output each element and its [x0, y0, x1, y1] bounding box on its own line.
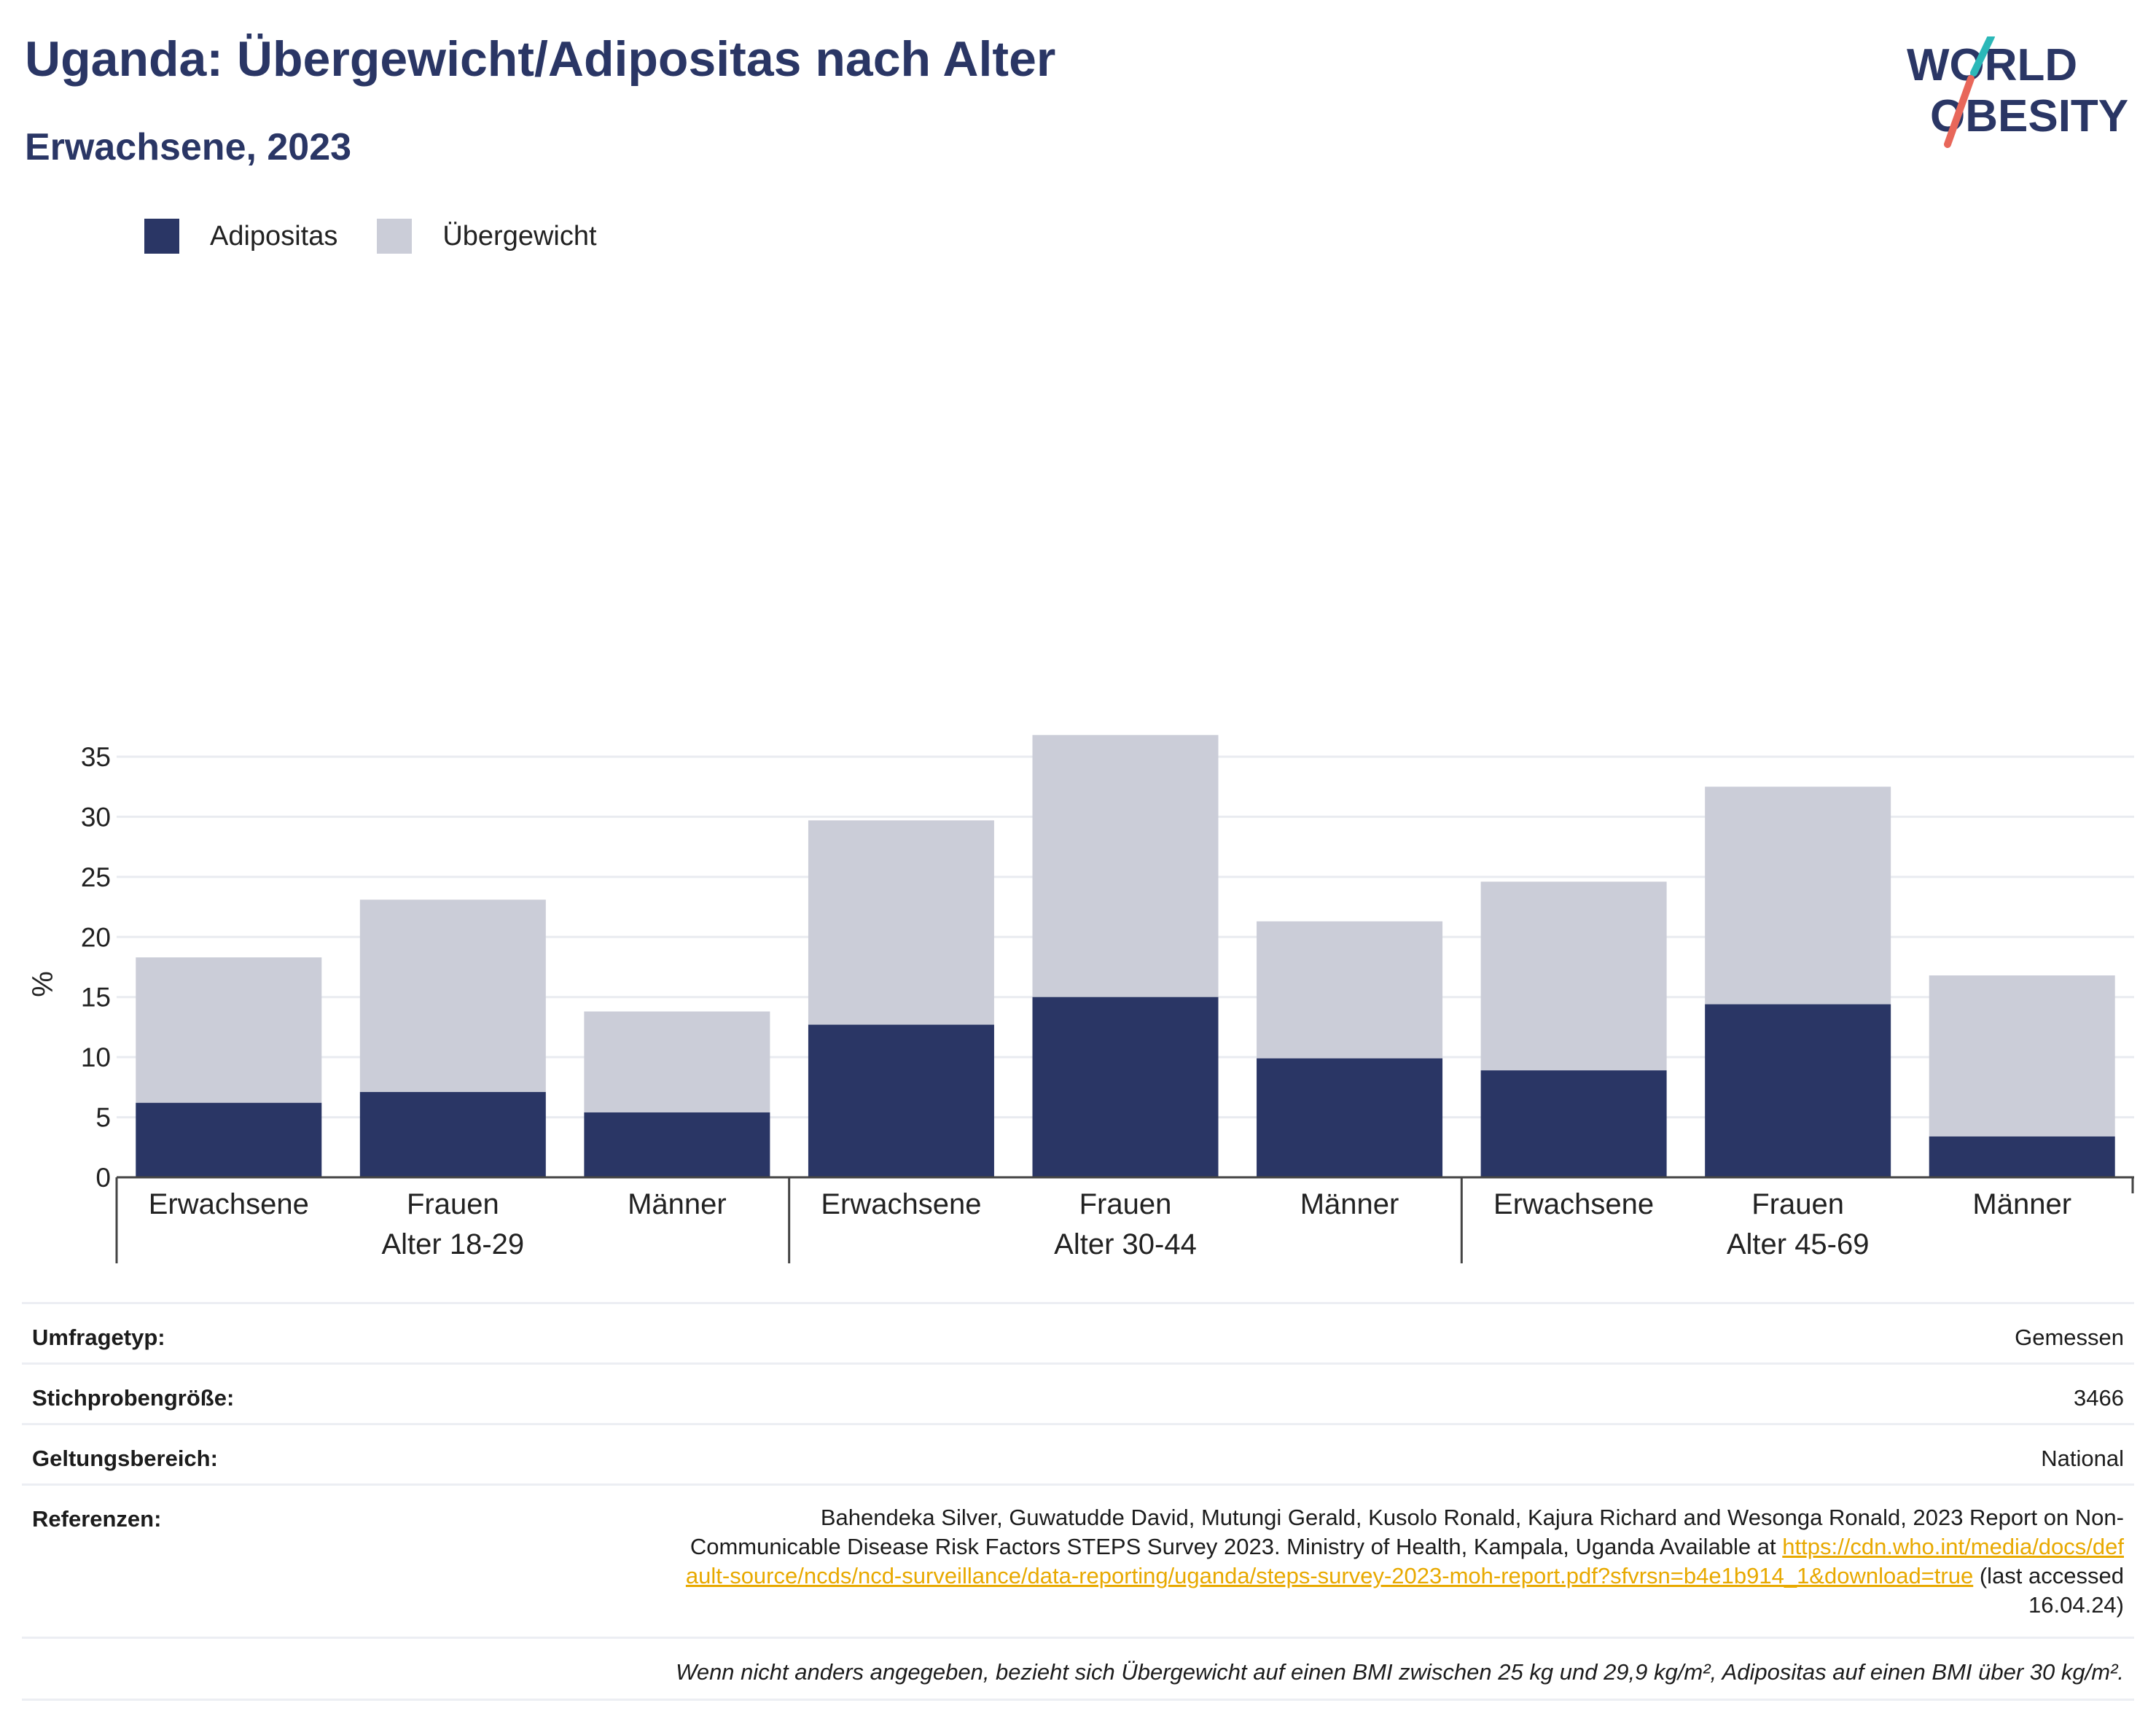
info-row-references: Referenzen: Bahendeka Silver, Guwatudde …	[22, 1483, 2134, 1637]
bar-uebergewicht	[1480, 881, 1667, 1071]
logo-slash-bottom	[1944, 75, 1975, 148]
bar-adipositas	[1032, 997, 1219, 1177]
legend-item-uebergewicht[interactable]: Übergewicht	[377, 219, 597, 254]
page-subtitle: Erwachsene, 2023	[25, 126, 352, 168]
survey-info-table: Umfragetyp: Gemessen Stichprobengröße: 3…	[22, 1302, 2134, 1701]
references-citation: Bahendeka Silver, Guwatudde David, Mutun…	[690, 1505, 2124, 1559]
bar-uebergewicht	[136, 957, 322, 1103]
x-group-label: Alter 18-29	[381, 1228, 524, 1260]
y-tick-label: 5	[95, 1103, 111, 1133]
references-accessed: (last accessed 16.04.24)	[1979, 1563, 2124, 1618]
bar-uebergewicht	[359, 900, 546, 1092]
x-group-label: Alter 30-44	[1054, 1228, 1197, 1260]
x-tick-label: Frauen	[1751, 1188, 1844, 1220]
bar-adipositas	[808, 1024, 994, 1177]
y-tick-label: 10	[81, 1042, 111, 1072]
bmi-definition-note: Wenn nicht anders angegeben, bezieht sic…	[676, 1659, 2124, 1685]
bar-adipositas	[1480, 1070, 1667, 1177]
x-group-label: Alter 45-69	[1727, 1228, 1870, 1260]
y-tick-label: 30	[81, 802, 111, 832]
bar-uebergewicht	[1257, 921, 1443, 1058]
info-value: Gemessen	[2015, 1325, 2124, 1350]
bar-adipositas	[1705, 1004, 1891, 1177]
bar-uebergewicht	[584, 1011, 770, 1112]
y-tick-label: 20	[81, 922, 111, 952]
world-obesity-logo: WORLD OBESITY	[1907, 36, 2128, 148]
bar-adipositas	[1257, 1058, 1443, 1177]
page-title: Uganda: Übergewicht/Adipositas nach Alte…	[25, 31, 1056, 87]
y-tick-label: 15	[81, 983, 111, 1013]
x-tick-label: Erwachsene	[1493, 1188, 1654, 1220]
info-label: Geltungsbereich:	[32, 1446, 218, 1471]
x-tick-label: Erwachsene	[821, 1188, 981, 1220]
bar-adipositas	[136, 1102, 322, 1177]
legend-swatch-adipositas	[144, 219, 179, 254]
bar-uebergewicht	[1705, 787, 1891, 1005]
references-text: Bahendeka Silver, Guwatudde David, Mutun…	[681, 1503, 2124, 1637]
y-tick-label: 0	[95, 1163, 111, 1193]
info-row-scope: Geltungsbereich: National	[22, 1423, 2134, 1483]
legend-label-uebergewicht: Übergewicht	[442, 220, 597, 252]
info-row-survey-type: Umfragetyp: Gemessen	[22, 1302, 2134, 1362]
references-link[interactable]: https://cdn.who.int/media/docs/default-s…	[685, 1534, 2124, 1588]
y-tick-label: 35	[81, 742, 111, 772]
info-value: 3466	[2074, 1385, 2124, 1411]
logo-slash-top	[1970, 36, 1995, 77]
info-label: Umfragetyp:	[32, 1325, 165, 1350]
x-tick-label: Männer	[628, 1188, 727, 1220]
legend-item-adipositas[interactable]: Adipositas	[144, 219, 337, 254]
info-value: National	[2041, 1446, 2124, 1471]
x-tick-label: Frauen	[407, 1188, 499, 1220]
info-label: Stichprobengröße:	[32, 1385, 235, 1411]
x-tick-label: Erwachsene	[149, 1188, 309, 1220]
logo-line-world: WORLD	[1907, 40, 2077, 90]
legend-swatch-uebergewicht	[377, 219, 413, 254]
bar-uebergewicht	[808, 820, 994, 1025]
x-tick-label: Männer	[1300, 1188, 1399, 1220]
stacked-bar-chart: 0 5 10 15 20 25 30 35% Erwachsene Frauen Männer Alt…	[27, 735, 2134, 1263]
chart-legend: Adipositas Übergewicht	[144, 216, 636, 257]
bar-adipositas	[584, 1112, 770, 1177]
info-row-note: Wenn nicht anders angegeben, bezieht sic…	[22, 1637, 2134, 1701]
bar-uebergewicht	[1929, 975, 2115, 1136]
x-tick-label: Frauen	[1079, 1188, 1172, 1220]
info-row-sample-size: Stichprobengröße: 3466	[22, 1362, 2134, 1423]
y-axis-label: %	[27, 971, 59, 997]
y-tick-label: 25	[81, 862, 111, 892]
info-label: Referenzen:	[32, 1506, 162, 1532]
bar-uebergewicht	[1032, 735, 1219, 997]
legend-label-adipositas: Adipositas	[210, 220, 338, 252]
x-tick-label: Männer	[1972, 1188, 2071, 1220]
bar-adipositas	[1929, 1136, 2115, 1177]
bar-adipositas	[359, 1091, 546, 1177]
